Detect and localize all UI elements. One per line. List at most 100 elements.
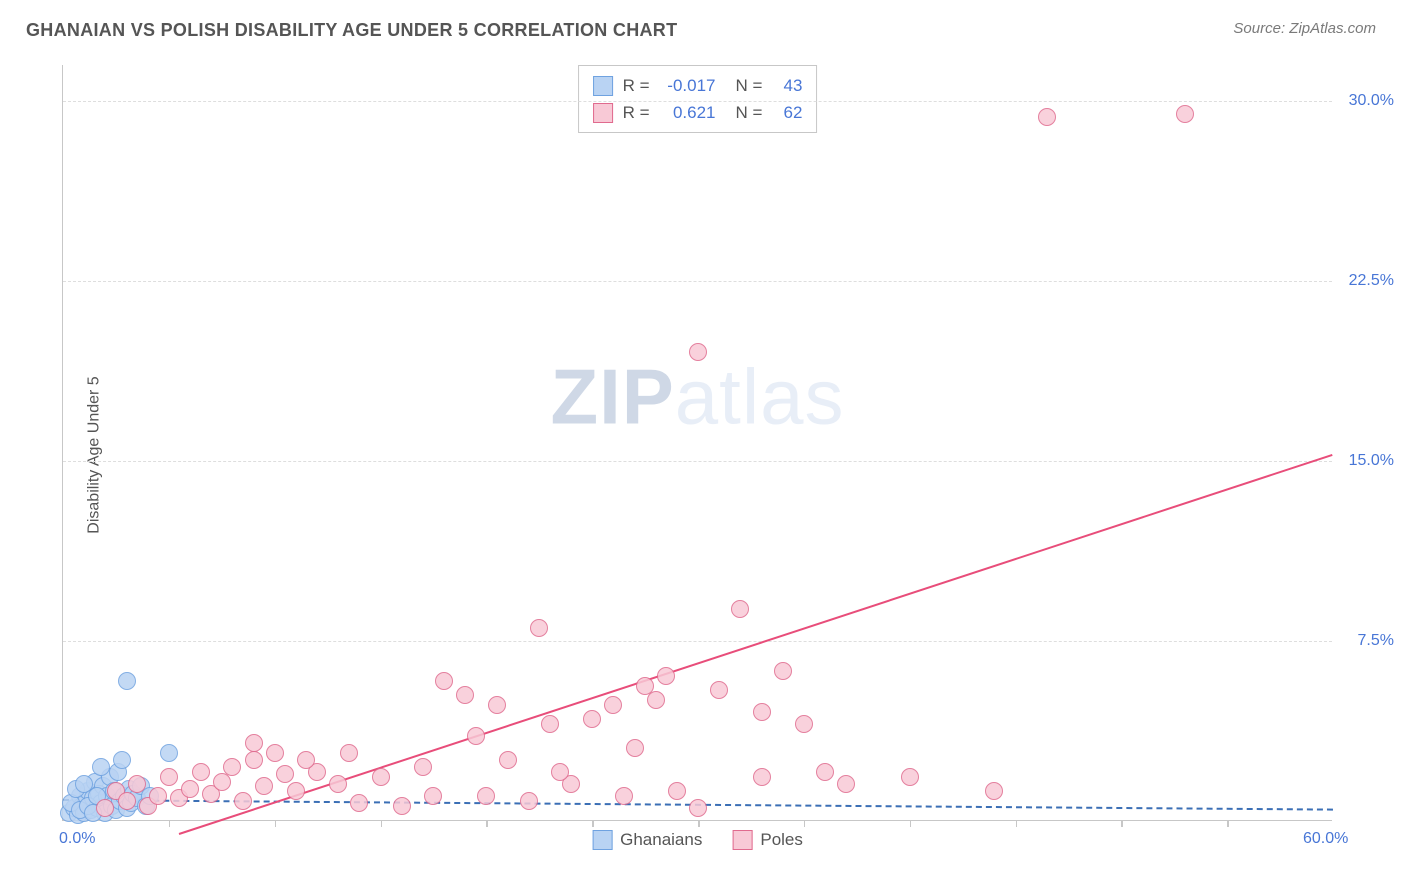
chart-header: GHANAIAN VS POLISH DISABILITY AGE UNDER …: [0, 0, 1406, 51]
point-poles: [435, 672, 453, 690]
point-poles: [350, 794, 368, 812]
point-poles: [297, 751, 315, 769]
chart-area: Disability Age Under 5 ZIPatlas R =-0.01…: [26, 55, 1382, 855]
point-poles: [1176, 105, 1194, 123]
point-poles: [530, 619, 548, 637]
point-poles: [583, 710, 601, 728]
x-tick-mark: [486, 820, 488, 827]
x-tick-mark: [1121, 820, 1123, 827]
x-tick-mark: [1227, 820, 1229, 827]
y-tick-label: 30.0%: [1349, 92, 1394, 110]
point-poles: [287, 782, 305, 800]
point-poles: [816, 763, 834, 781]
legend-item: Poles: [732, 830, 803, 850]
stat-r-label: R =: [623, 72, 650, 99]
point-poles: [245, 751, 263, 769]
point-poles: [266, 744, 284, 762]
point-poles: [118, 792, 136, 810]
legend-label: Ghanaians: [620, 830, 702, 850]
point-poles: [456, 686, 474, 704]
legend-swatch: [593, 76, 613, 96]
point-poles: [753, 768, 771, 786]
point-poles: [467, 727, 485, 745]
point-poles: [276, 765, 294, 783]
chart-source: Source: ZipAtlas.com: [1233, 20, 1376, 37]
watermark: ZIPatlas: [550, 352, 844, 443]
point-poles: [1038, 108, 1056, 126]
y-tick-label: 15.0%: [1349, 452, 1394, 470]
legend-swatch: [592, 830, 612, 850]
legend-swatch: [732, 830, 752, 850]
point-poles: [689, 799, 707, 817]
point-poles: [192, 763, 210, 781]
legend-label: Poles: [760, 830, 803, 850]
point-ghanaians: [118, 672, 136, 690]
point-poles: [488, 696, 506, 714]
stat-n-label: N =: [736, 72, 763, 99]
x-tick-mark: [698, 820, 700, 827]
stat-r-value: 0.621: [660, 99, 716, 126]
point-poles: [393, 797, 411, 815]
point-poles: [541, 715, 559, 733]
point-poles: [774, 662, 792, 680]
legend-item: Ghanaians: [592, 830, 702, 850]
point-poles: [710, 681, 728, 699]
stat-r-value: -0.017: [660, 72, 716, 99]
point-poles: [520, 792, 538, 810]
point-poles: [837, 775, 855, 793]
x-tick-mark: [910, 820, 912, 827]
point-poles: [731, 600, 749, 618]
gridline: [63, 101, 1332, 102]
point-poles: [372, 768, 390, 786]
point-poles: [551, 763, 569, 781]
point-poles: [626, 739, 644, 757]
y-tick-label: 22.5%: [1349, 272, 1394, 290]
gridline: [63, 461, 1332, 462]
point-poles: [223, 758, 241, 776]
x-tick-label: 60.0%: [1303, 830, 1348, 848]
point-poles: [128, 775, 146, 793]
y-tick-label: 7.5%: [1358, 632, 1394, 650]
point-poles: [414, 758, 432, 776]
gridline: [63, 281, 1332, 282]
point-poles: [181, 780, 199, 798]
stat-n-value: 43: [772, 72, 802, 99]
point-poles: [477, 787, 495, 805]
x-tick-mark: [275, 820, 277, 827]
legend-swatch: [593, 103, 613, 123]
point-poles: [901, 768, 919, 786]
point-poles: [657, 667, 675, 685]
point-poles: [647, 691, 665, 709]
point-poles: [96, 799, 114, 817]
x-tick-mark: [1016, 820, 1018, 827]
x-tick-label: 0.0%: [59, 830, 95, 848]
x-tick-mark: [804, 820, 806, 827]
point-poles: [329, 775, 347, 793]
point-ghanaians: [92, 758, 110, 776]
point-poles: [160, 768, 178, 786]
point-ghanaians: [160, 744, 178, 762]
stats-legend-row: R = -0.017 N = 43: [593, 72, 803, 99]
point-poles: [499, 751, 517, 769]
chart-title: GHANAIAN VS POLISH DISABILITY AGE UNDER …: [26, 20, 677, 41]
x-tick-mark: [381, 820, 383, 827]
stat-n-value: 62: [772, 99, 802, 126]
point-ghanaians: [113, 751, 131, 769]
point-poles: [149, 787, 167, 805]
point-poles: [985, 782, 1003, 800]
point-poles: [255, 777, 273, 795]
point-poles: [689, 343, 707, 361]
gridline: [63, 641, 1332, 642]
stat-n-label: N =: [736, 99, 763, 126]
series-legend: Ghanaians Poles: [592, 830, 803, 850]
point-poles: [795, 715, 813, 733]
point-poles: [234, 792, 252, 810]
point-poles: [668, 782, 686, 800]
point-poles: [615, 787, 633, 805]
stats-legend: R = -0.017 N = 43R = 0.621 N = 62: [578, 65, 818, 133]
point-poles: [753, 703, 771, 721]
x-tick-mark: [592, 820, 594, 827]
stats-legend-row: R =0.621N =62: [593, 99, 803, 126]
plot-region: ZIPatlas R =-0.017N =43R =0.621N =62 Gha…: [62, 65, 1332, 821]
x-tick-mark: [169, 820, 171, 827]
